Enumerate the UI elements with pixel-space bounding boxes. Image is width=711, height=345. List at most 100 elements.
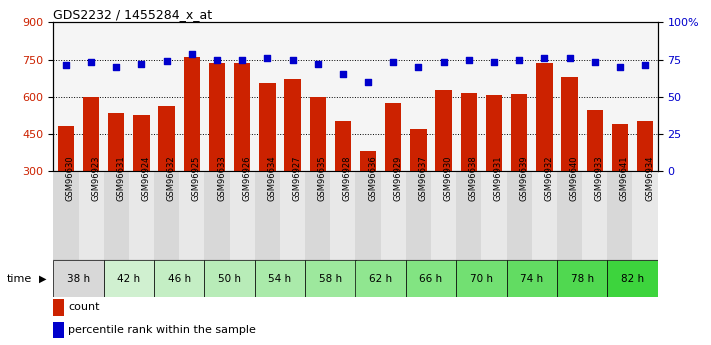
- Bar: [461, 93, 477, 245]
- Bar: [435, 90, 451, 245]
- Point: [85, 60, 97, 65]
- Bar: [356, 171, 380, 260]
- Text: GSM96634: GSM96634: [267, 155, 277, 201]
- Bar: [205, 260, 255, 297]
- Text: GSM96635: GSM96635: [318, 155, 327, 201]
- Bar: [53, 171, 78, 260]
- Text: percentile rank within the sample: percentile rank within the sample: [68, 325, 256, 335]
- Bar: [406, 260, 456, 297]
- Point: [539, 55, 550, 61]
- Text: 62 h: 62 h: [369, 274, 392, 284]
- Bar: [280, 171, 305, 260]
- Bar: [506, 171, 532, 260]
- Bar: [557, 171, 582, 260]
- Bar: [205, 171, 230, 260]
- Bar: [305, 171, 331, 260]
- Text: GSM96934: GSM96934: [645, 155, 654, 201]
- Text: GSM96931: GSM96931: [494, 155, 503, 201]
- Bar: [255, 171, 280, 260]
- Text: GSM96630: GSM96630: [66, 155, 75, 201]
- Text: GSM96639: GSM96639: [519, 155, 528, 201]
- Text: 38 h: 38 h: [67, 274, 90, 284]
- Bar: [431, 171, 456, 260]
- Bar: [104, 171, 129, 260]
- Text: GSM96632: GSM96632: [166, 155, 176, 201]
- Bar: [104, 260, 154, 297]
- Text: GSM96926: GSM96926: [242, 155, 251, 201]
- Text: GSM96927: GSM96927: [292, 155, 301, 201]
- Text: 74 h: 74 h: [520, 274, 543, 284]
- Bar: [133, 115, 149, 245]
- Bar: [532, 171, 557, 260]
- Bar: [633, 171, 658, 260]
- Bar: [83, 97, 100, 245]
- Text: count: count: [68, 303, 100, 313]
- Bar: [209, 63, 225, 245]
- Point: [463, 57, 474, 62]
- Bar: [335, 121, 351, 245]
- Text: GSM96640: GSM96640: [570, 155, 579, 201]
- Text: 66 h: 66 h: [419, 274, 443, 284]
- Bar: [356, 260, 406, 297]
- Point: [438, 60, 449, 65]
- Point: [488, 60, 500, 65]
- Bar: [506, 260, 557, 297]
- Bar: [481, 171, 506, 260]
- Bar: [406, 171, 431, 260]
- Text: time: time: [7, 274, 33, 284]
- Point: [161, 58, 172, 64]
- Bar: [557, 260, 607, 297]
- Point: [186, 51, 198, 56]
- Point: [589, 60, 600, 65]
- Bar: [305, 260, 356, 297]
- Text: GSM96923: GSM96923: [91, 155, 100, 201]
- Bar: [607, 260, 658, 297]
- Text: 70 h: 70 h: [470, 274, 493, 284]
- Bar: [53, 260, 104, 297]
- Point: [60, 63, 72, 68]
- Point: [639, 63, 651, 68]
- Point: [413, 64, 424, 70]
- Point: [387, 60, 399, 65]
- Bar: [154, 171, 179, 260]
- Bar: [331, 171, 356, 260]
- Text: 78 h: 78 h: [570, 274, 594, 284]
- Text: GSM96932: GSM96932: [545, 155, 553, 201]
- Bar: [179, 171, 205, 260]
- Point: [363, 79, 374, 85]
- Bar: [562, 77, 578, 245]
- Bar: [53, 322, 64, 338]
- Bar: [607, 171, 633, 260]
- Bar: [183, 57, 200, 245]
- Point: [111, 64, 122, 70]
- Bar: [154, 260, 205, 297]
- Bar: [255, 260, 305, 297]
- Text: GSM96637: GSM96637: [419, 155, 427, 201]
- Text: 58 h: 58 h: [319, 274, 342, 284]
- Point: [262, 55, 273, 61]
- Bar: [511, 94, 528, 245]
- Text: 46 h: 46 h: [168, 274, 191, 284]
- Text: GSM96925: GSM96925: [192, 155, 201, 201]
- Bar: [284, 79, 301, 245]
- Point: [211, 57, 223, 62]
- Text: GSM96933: GSM96933: [594, 155, 604, 201]
- Bar: [360, 151, 376, 245]
- Bar: [486, 95, 502, 245]
- Bar: [108, 113, 124, 245]
- Bar: [410, 129, 427, 245]
- Point: [614, 64, 626, 70]
- Text: ▶: ▶: [39, 274, 47, 284]
- Bar: [234, 63, 250, 245]
- Text: GDS2232 / 1455284_x_at: GDS2232 / 1455284_x_at: [53, 8, 213, 21]
- Text: GSM96638: GSM96638: [469, 155, 478, 201]
- Text: 82 h: 82 h: [621, 274, 644, 284]
- Point: [513, 57, 525, 62]
- Text: GSM96633: GSM96633: [217, 155, 226, 201]
- Bar: [159, 107, 175, 245]
- Bar: [58, 126, 74, 245]
- Bar: [456, 171, 481, 260]
- Bar: [380, 171, 406, 260]
- Point: [287, 57, 298, 62]
- Text: GSM96930: GSM96930: [444, 155, 453, 201]
